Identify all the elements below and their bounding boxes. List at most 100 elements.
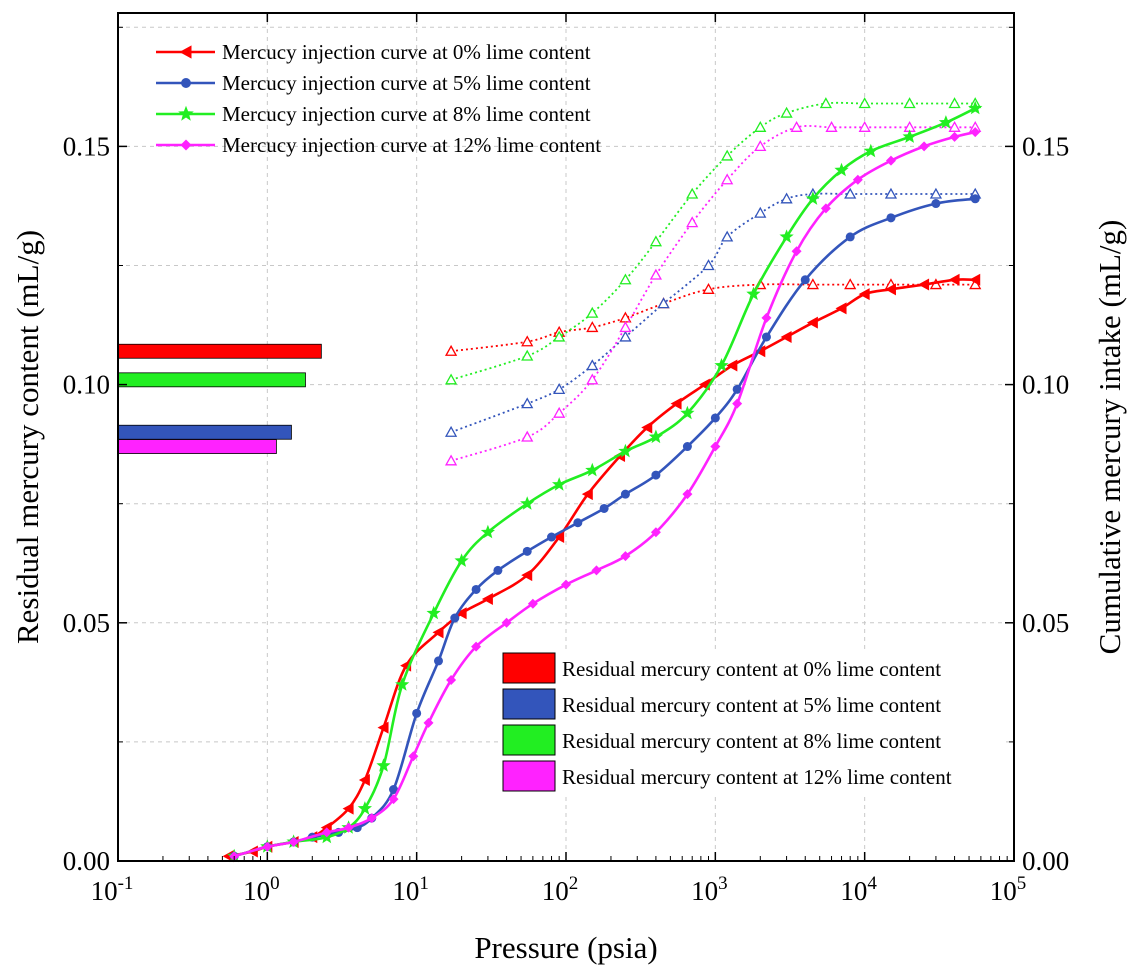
- injection-line: [233, 107, 976, 858]
- x-tick-label: 104: [840, 873, 877, 906]
- cumulative-point: [444, 344, 458, 356]
- injection-point: [834, 162, 849, 177]
- injection-point: [412, 708, 422, 718]
- x-tick-label: 101: [392, 873, 429, 906]
- injection-line: [233, 130, 976, 858]
- injection-point: [791, 246, 802, 257]
- injection-point: [446, 674, 457, 685]
- x-tick-label: 10-1: [91, 873, 134, 906]
- injection-point: [884, 283, 896, 296]
- injection-curves: [222, 100, 983, 863]
- injection-point: [395, 677, 410, 691]
- x-tick-label-base: 10: [840, 876, 867, 906]
- cumulative-point: [444, 425, 458, 437]
- injection-point: [919, 141, 930, 152]
- cumulative-point: [444, 373, 458, 385]
- injection-point: [389, 785, 399, 795]
- injection-point: [746, 286, 761, 301]
- cumulative-point: [780, 106, 793, 118]
- cumulative-point: [702, 282, 715, 294]
- injection-point: [377, 721, 389, 734]
- cumulative-point: [553, 330, 566, 342]
- cumulative-point: [649, 268, 663, 280]
- injection-point: [648, 429, 663, 444]
- injection-point: [433, 656, 443, 666]
- injection-point: [806, 316, 818, 329]
- y-tick-label: 0.05: [63, 608, 110, 638]
- cumulative-point: [754, 206, 767, 218]
- cumulative-point: [444, 454, 458, 466]
- injection-point: [493, 565, 503, 575]
- injection-point: [547, 532, 557, 542]
- legend-marker: [179, 45, 192, 59]
- injection-point: [949, 131, 960, 142]
- injection-point: [288, 836, 299, 847]
- injection-point: [388, 794, 399, 805]
- injection-point: [426, 605, 441, 620]
- injection-point: [358, 774, 370, 787]
- legend-marker: [178, 105, 194, 121]
- injection-point: [852, 174, 863, 185]
- y2-tick-label: 0.15: [1022, 131, 1069, 161]
- cumulative-point: [858, 97, 871, 109]
- injection-point: [845, 232, 855, 242]
- y2-axis-title: Cumulative mercury intake (mL/g): [1092, 220, 1127, 655]
- injection-point: [651, 470, 661, 480]
- cumulative-point: [649, 235, 663, 247]
- injection-point: [918, 278, 930, 291]
- x-tick-label-base: 10: [990, 876, 1017, 906]
- cumulative-point: [721, 149, 734, 161]
- injection-point: [780, 330, 792, 343]
- cumulative-point: [619, 321, 632, 333]
- cumulative-point: [619, 330, 632, 342]
- injection-point: [948, 273, 960, 286]
- x-tick-label-base: 10: [542, 876, 569, 906]
- y-tick-label: 0.10: [63, 370, 110, 400]
- legend-swatch: [502, 652, 556, 684]
- cumulative-point: [780, 192, 793, 204]
- x-tick-label-exponent: 3: [718, 873, 728, 894]
- injection-point: [714, 358, 729, 372]
- x-tick-label: 100: [243, 873, 280, 906]
- injection-point: [863, 143, 878, 158]
- y-tick-label: 0.00: [63, 846, 110, 876]
- injection-point: [732, 398, 743, 409]
- x-tick-label-exponent: 0: [270, 873, 280, 894]
- injection-point: [561, 579, 571, 590]
- residual-bar: [117, 424, 292, 440]
- legend-label: Mercucy injection curve at 8% lime conte…: [222, 102, 591, 126]
- injection-point: [471, 641, 482, 652]
- injection-point: [553, 531, 565, 544]
- injection-point: [641, 421, 653, 434]
- injection-point: [805, 191, 820, 205]
- injection-point: [682, 489, 693, 500]
- legend-swatch: [502, 724, 556, 756]
- legend-label: Mercucy injection curve at 0% lime conte…: [222, 40, 591, 64]
- cumulative-point: [754, 140, 767, 152]
- injection-point: [754, 345, 766, 358]
- injection-point: [680, 405, 695, 420]
- x-tick-label-exponent: -1: [118, 873, 134, 894]
- cumulative-point: [903, 97, 916, 109]
- cumulative-point: [858, 120, 871, 132]
- injection-point: [938, 115, 953, 129]
- injection-point: [969, 273, 981, 286]
- injection-point: [342, 802, 354, 815]
- injection-point: [885, 155, 896, 166]
- injection-point: [618, 443, 633, 458]
- injection-point: [432, 626, 444, 639]
- cumulative-point: [825, 120, 838, 132]
- injection-point: [886, 213, 896, 223]
- legend-residual-content: Residual mercury content at 0% lime cont…: [498, 650, 1004, 797]
- legend-label: Residual mercury content at 8% lime cont…: [562, 729, 941, 753]
- cumulative-point: [721, 230, 734, 242]
- injection-point: [858, 288, 870, 301]
- x-tick-label: 102: [542, 873, 579, 906]
- x-tick-label-base: 10: [91, 876, 118, 906]
- x-axis-title: Pressure (psia): [474, 930, 657, 965]
- injection-point: [970, 194, 980, 204]
- injection-point: [620, 551, 631, 562]
- injection-point: [357, 801, 372, 815]
